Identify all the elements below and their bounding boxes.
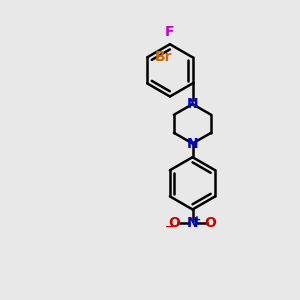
- Text: +: +: [193, 215, 201, 225]
- Text: N: N: [187, 97, 198, 111]
- Text: N: N: [187, 136, 198, 151]
- Text: N: N: [187, 216, 198, 230]
- Text: O: O: [205, 216, 216, 230]
- Text: F: F: [165, 25, 175, 39]
- Text: −: −: [164, 222, 174, 232]
- Text: Br: Br: [155, 50, 173, 64]
- Text: O: O: [169, 216, 181, 230]
